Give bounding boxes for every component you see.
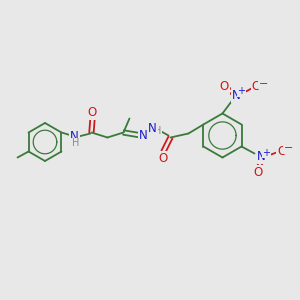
Text: N: N (232, 89, 241, 102)
Text: O: O (159, 152, 168, 165)
Text: O: O (88, 106, 97, 119)
Text: −: − (259, 79, 268, 88)
Text: N: N (139, 129, 148, 142)
Text: N: N (257, 150, 266, 163)
Text: +: + (262, 148, 271, 158)
Text: H: H (154, 125, 161, 136)
Text: O: O (253, 166, 262, 179)
Text: −: − (284, 143, 293, 154)
Text: +: + (238, 86, 245, 97)
Text: N: N (70, 130, 79, 143)
Text: O: O (220, 80, 229, 93)
Text: O: O (252, 80, 261, 93)
Text: N: N (148, 122, 157, 135)
Text: H: H (72, 139, 79, 148)
Text: O: O (277, 145, 286, 158)
